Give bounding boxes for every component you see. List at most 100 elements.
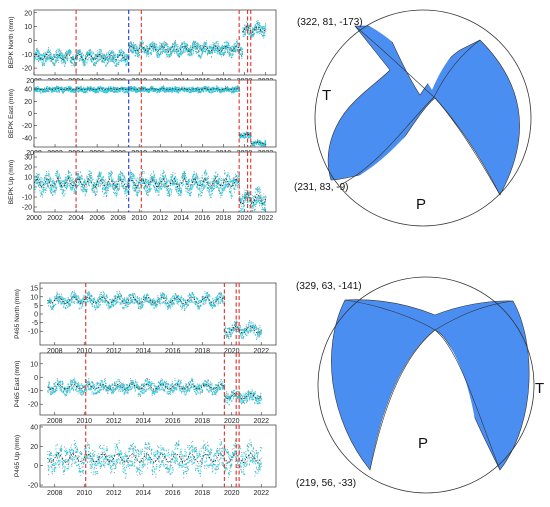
data-point-error: [93, 62, 95, 64]
data-point: [73, 59, 75, 61]
data-point: [153, 90, 155, 92]
data-point-error: [79, 89, 81, 91]
data-point: [39, 189, 41, 191]
data-point: [135, 87, 138, 90]
data-point: [64, 87, 66, 89]
data-point: [153, 88, 155, 90]
data-point: [64, 61, 66, 63]
data-point-error: [251, 33, 253, 35]
data-point: [86, 59, 89, 61]
data-point: [34, 184, 36, 186]
data-point-error: [66, 55, 68, 57]
data-point: [202, 45, 204, 47]
data-point: [133, 89, 135, 91]
data-point: [143, 86, 145, 88]
data-point-error: [168, 51, 170, 53]
data-point: [184, 43, 186, 45]
data-point: [141, 40, 143, 42]
data-point-error: [222, 48, 224, 50]
data-point-error: [38, 176, 40, 178]
data-point: [221, 91, 224, 93]
data-point-error: [198, 44, 200, 46]
data-point-error: [78, 51, 80, 53]
data-point-error: [54, 64, 56, 66]
data-point: [42, 64, 44, 66]
data-point: [194, 43, 196, 45]
data-point-error: [116, 54, 118, 55]
data-point: [45, 89, 47, 91]
data-point-error: [133, 90, 135, 92]
data-point-error: [71, 88, 73, 90]
data-point: [259, 30, 262, 33]
data-point: [130, 50, 132, 52]
data-point: [202, 88, 204, 90]
data-point: [135, 91, 137, 94]
data-point-error: [113, 51, 115, 53]
data-point-error: [63, 62, 64, 64]
data-point-error: [228, 55, 230, 57]
data-point-error: [85, 56, 87, 57]
data-point: [187, 50, 189, 53]
data-point-error: [230, 53, 232, 55]
data-point: [35, 175, 37, 177]
data-point: [196, 46, 198, 48]
data-point: [117, 91, 119, 93]
data-point: [72, 90, 74, 93]
data-point-error: [156, 43, 158, 45]
data-point-error: [71, 59, 73, 61]
data-point-error: [45, 52, 47, 54]
data-point: [63, 55, 65, 57]
data-point: [49, 87, 51, 89]
data-point: [218, 53, 220, 55]
data-point: [240, 48, 242, 50]
data-point-error: [255, 25, 257, 27]
data-point: [88, 87, 90, 89]
data-point-error: [229, 88, 231, 90]
data-point: [230, 48, 232, 50]
data-point-error: [92, 57, 94, 59]
data-point: [94, 58, 96, 60]
data-point-error: [258, 24, 260, 26]
data-point: [114, 56, 117, 59]
data-point: [61, 55, 63, 57]
data-point-error: [38, 88, 40, 90]
data-point-error: [260, 145, 262, 147]
data-point: [43, 55, 45, 57]
data-point: [94, 65, 96, 67]
data-point-error: [148, 48, 150, 50]
data-point: [207, 87, 209, 89]
data-point: [125, 90, 127, 92]
data-point-error: [144, 48, 146, 50]
data-point: [213, 45, 215, 47]
data-point-error: [41, 54, 43, 56]
data-point: [223, 46, 226, 48]
data-point: [73, 56, 75, 58]
data-point: [245, 33, 247, 35]
data-point: [231, 55, 233, 57]
data-point-error: [216, 85, 218, 87]
data-point: [62, 57, 64, 60]
data-point: [93, 90, 95, 92]
data-point-error: [241, 52, 243, 53]
data-point: [227, 51, 229, 53]
data-point: [257, 142, 259, 144]
data-point: [56, 88, 58, 90]
data-point: [84, 60, 86, 62]
data-point: [213, 50, 215, 52]
data-point: [137, 55, 139, 57]
data-point: [265, 140, 267, 142]
data-point: [207, 52, 209, 54]
data-point: [94, 90, 96, 93]
data-point: [84, 62, 86, 64]
data-point: [38, 179, 40, 181]
data-point: [260, 141, 262, 143]
data-point-error: [98, 91, 99, 93]
data-point-error: [208, 50, 210, 52]
data-point-error: [176, 89, 178, 91]
data-point: [142, 47, 144, 49]
data-point: [104, 54, 106, 56]
data-point-error: [205, 40, 207, 42]
data-point: [50, 58, 52, 60]
data-point: [151, 42, 153, 44]
data-point-error: [142, 86, 143, 88]
